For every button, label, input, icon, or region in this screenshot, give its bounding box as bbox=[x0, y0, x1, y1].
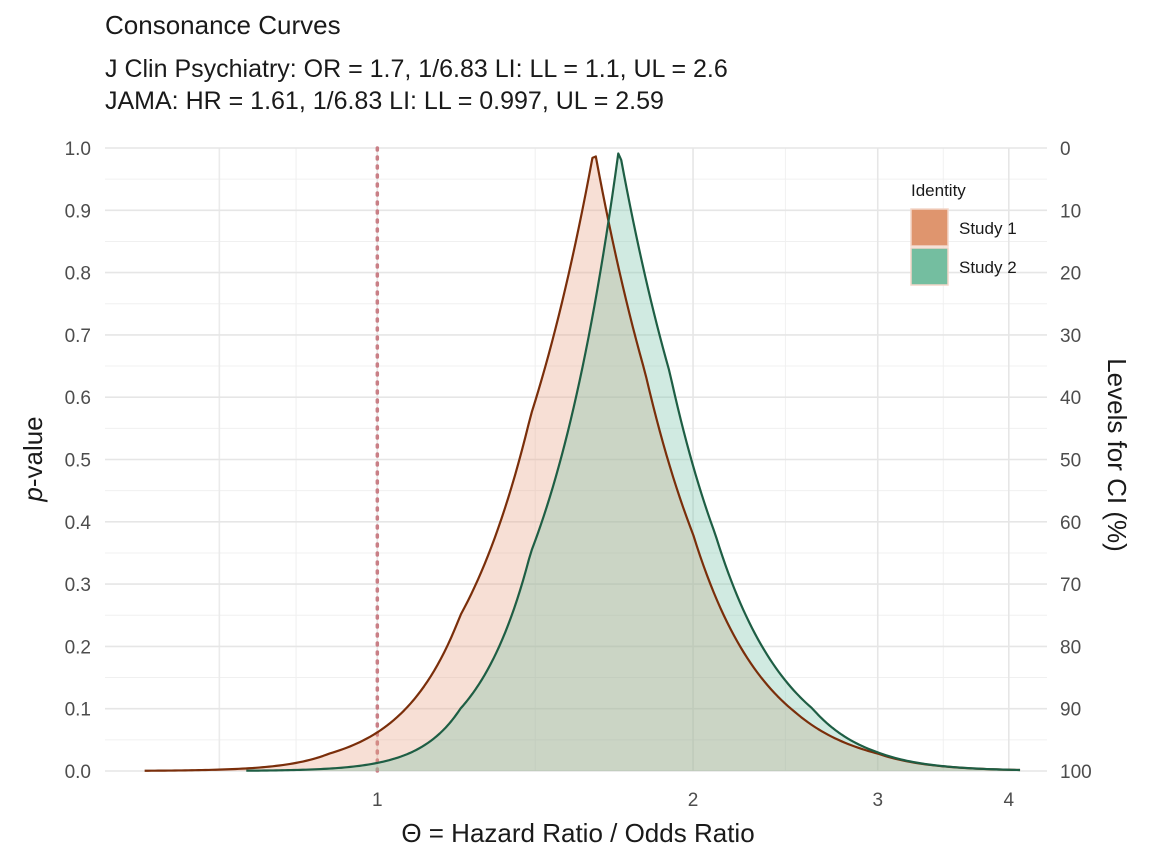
y2-tick-label: 30 bbox=[1060, 326, 1081, 347]
y-tick-label: 0.4 bbox=[65, 513, 92, 534]
y-axis-title-rest: -value bbox=[18, 416, 48, 487]
area-study-1 bbox=[144, 156, 1021, 771]
y-tick-label: 0.6 bbox=[65, 388, 91, 409]
legend-title: Identity bbox=[911, 181, 966, 200]
y2-tick-label: 10 bbox=[1060, 201, 1081, 222]
y-tick-label: 1.0 bbox=[65, 139, 91, 160]
chart-subtitle-line-2: JAMA: HR = 1.61, 1/6.83 LI: LL = 0.997, … bbox=[105, 87, 664, 115]
y2-tick-label: 70 bbox=[1060, 575, 1081, 596]
x-tick-label: 2 bbox=[688, 790, 699, 811]
chart-subtitle-line-1: J Clin Psychiatry: OR = 1.7, 1/6.83 LI: … bbox=[105, 55, 728, 83]
legend: Identity Study 1 Study 2 bbox=[910, 181, 1017, 286]
x-tick-label: 1 bbox=[372, 790, 383, 811]
x-tick-label: 4 bbox=[1004, 790, 1015, 811]
y2-tick-label: 20 bbox=[1060, 264, 1081, 285]
y2-axis-title: Levels for CI (%) bbox=[1102, 358, 1132, 552]
curve-study-2 bbox=[246, 152, 1021, 772]
y2-tick-label: 90 bbox=[1060, 700, 1081, 721]
y2-tick-label: 50 bbox=[1060, 451, 1081, 472]
y2-tick-label: 100 bbox=[1060, 762, 1092, 783]
curve-study-1 bbox=[144, 155, 1021, 772]
legend-label-study-1: Study 1 bbox=[959, 219, 1017, 238]
area-study-2 bbox=[246, 153, 1021, 771]
y-tick-label: 0.2 bbox=[65, 637, 91, 658]
y-tick-label: 0.0 bbox=[65, 762, 91, 783]
y-axis-title: p-value bbox=[18, 416, 48, 502]
y-tick-label: 0.8 bbox=[65, 264, 91, 285]
y-tick-label: 0.3 bbox=[65, 575, 91, 596]
y2-tick-label: 60 bbox=[1060, 513, 1081, 534]
x-axis-title: Θ = Hazard Ratio / Odds Ratio bbox=[401, 818, 754, 848]
legend-key-study-2 bbox=[910, 247, 949, 286]
y2-tick-label: 0 bbox=[1060, 139, 1071, 160]
chart-title: Consonance Curves bbox=[105, 10, 341, 40]
y-tick-label: 0.9 bbox=[65, 201, 91, 222]
y-tick-label: 0.5 bbox=[65, 451, 91, 472]
y-axis-title-italic: p bbox=[18, 487, 48, 502]
y2-tick-label: 80 bbox=[1060, 637, 1081, 658]
y2-tick-label: 40 bbox=[1060, 388, 1081, 409]
y-tick-label: 0.7 bbox=[65, 326, 91, 347]
series-layer bbox=[144, 152, 1021, 772]
x-tick-label: 3 bbox=[872, 790, 883, 811]
legend-label-study-2: Study 2 bbox=[959, 258, 1017, 277]
y-tick-label: 0.1 bbox=[65, 700, 91, 721]
legend-key-study-1 bbox=[910, 208, 949, 247]
